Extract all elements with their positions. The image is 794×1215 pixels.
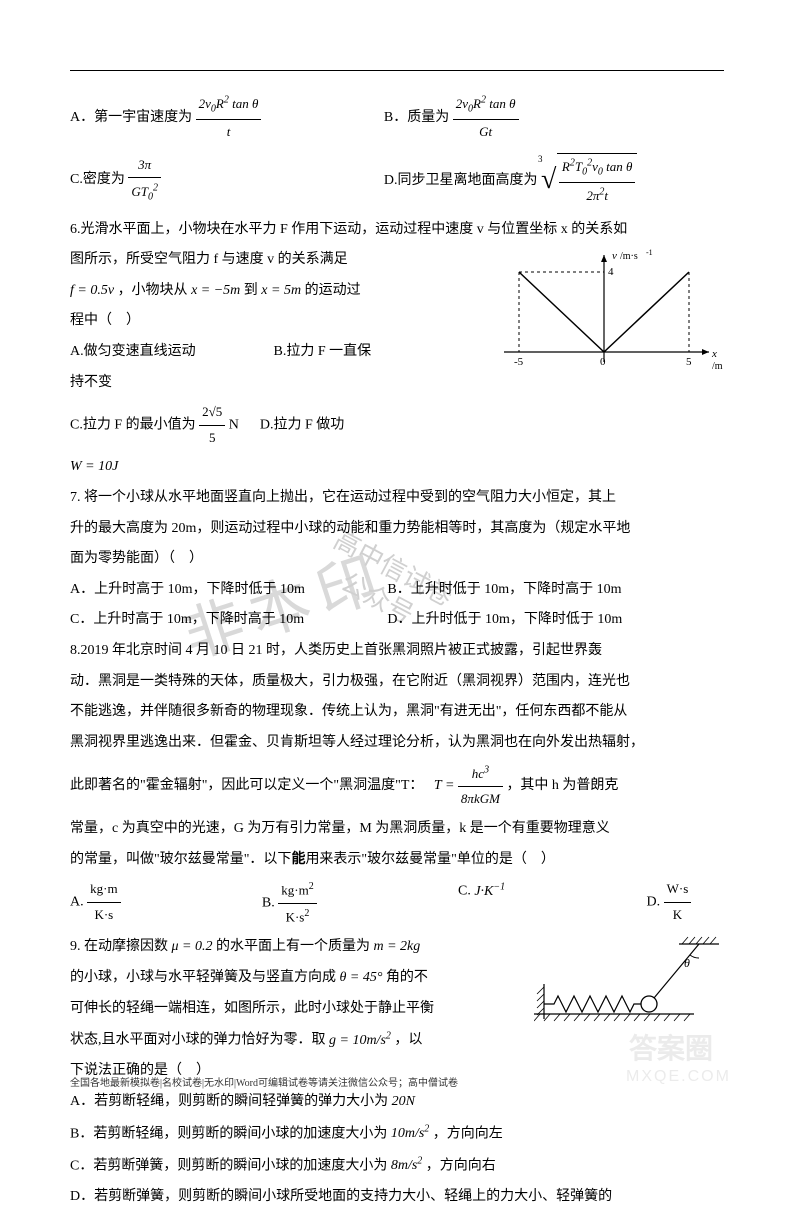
q8-l2: 动．黑洞是一类特殊的天体，质量极大，引力极强，在它附近（黑洞视界）范围内，连光也 [70, 669, 724, 696]
q6-optc-frac: 2√55 [199, 400, 225, 450]
q5d-prefix: D.同步卫星离地面高度为 [384, 173, 538, 188]
q6-optc-suffix: N [229, 418, 239, 433]
q8-D: D. W·sK [646, 877, 691, 930]
q5b-prefix: B．质量为 [384, 110, 449, 125]
svg-text:0: 0 [600, 356, 606, 368]
top-rule [70, 70, 724, 71]
q9-C: C．若剪断弹簧，则剪断的瞬间小球的加速度大小为 8m/s2 ，方向向右 [70, 1152, 724, 1180]
q8-block: 8.2019 年北京时间 4 月 10 日 21 时，人类历史上首张黑洞照片被正… [70, 638, 724, 930]
q7-opts2: C．上升时高于 10m，下降时高于 10m D．上升时低于 10m，下降时低于 … [70, 607, 724, 634]
q8-formula: hc3 8πkGM [458, 760, 503, 812]
q8-l4: 黑洞视界里逃逸出来．但霍金、贝肯斯坦等人经过理论分析，认为黑洞也在向外发出热辐射… [70, 730, 724, 757]
q8-l7a: 的常量，叫做"玻尔兹曼常量"．以下 [70, 852, 291, 867]
q5b-frac: 2v0R2 tan θ Gt [453, 91, 519, 145]
q9-diagram: θ [534, 934, 724, 1034]
q9-A: A．若剪断轻绳，则剪断的瞬间轻弹簧的弹力大小为 20N [70, 1089, 724, 1116]
q7-l1: 7. 将一个小球从水平地面竖直向上抛出，它在运动过程中受到的空气阻力大小恒定，其… [70, 485, 724, 512]
q9-block: θ 9. 在动摩擦因数 μ = [70, 934, 724, 1214]
q7-l3: 面为零势能面）（ ） [70, 546, 724, 573]
q6-opta: A.做匀变速直线运动 [70, 339, 270, 366]
q5-opt-c: C.密度为 3π GT02 [70, 153, 384, 209]
svg-text:θ: θ [684, 956, 690, 970]
q8-l5: 此即著名的"霍金辐射"，因此可以定义一个"黑洞温度"T： T = hc3 8πk… [70, 760, 724, 812]
q5c-prefix: C.密度为 [70, 172, 125, 187]
q7-C: C．上升时高于 10m，下降时高于 10m [70, 607, 384, 634]
q6-cd: C.拉力 F 的最小值为 2√55 N D.拉力 F 做功 [70, 400, 724, 450]
q8-C: C. J·K−1 [458, 877, 505, 930]
q9-B: B．若剪断轻绳，则剪断的瞬间小球的加速度大小为 10m/s2 ，方向向左 [70, 1120, 724, 1148]
q8-bold: 能 [291, 852, 305, 867]
q9-D: D．若剪断弹簧，则剪断的瞬间小球所受地面的支持力大小、轻绳上的力大小、轻弹簧的 [70, 1184, 724, 1211]
q5-options-row1: A．第一宇宙速度为 2v0R2 tan θ t B．质量为 2v0R2 tan … [70, 91, 724, 145]
q5a-frac: 2v0R2 tan θ t [196, 91, 262, 145]
q5-opt-a: A．第一宇宙速度为 2v0R2 tan θ t [70, 91, 384, 145]
q5-options-row2: C.密度为 3π GT02 D.同步卫星离地面高度为 3 √ R2T02v0 t… [70, 153, 724, 209]
q8-B: B. kg·m2K·s2 [262, 877, 317, 930]
svg-text:/m: /m [712, 361, 723, 372]
q5a-prefix: A．第一宇宙速度为 [70, 110, 192, 125]
svg-text:/m·s: /m·s [620, 251, 638, 262]
svg-text:5: 5 [686, 356, 692, 368]
svg-text:-1: -1 [646, 248, 653, 257]
svg-text:v: v [612, 250, 617, 262]
svg-text:-5: -5 [514, 356, 524, 368]
q5-opt-d: D.同步卫星离地面高度为 3 √ R2T02v0 tan θ 2π2t [384, 153, 698, 209]
q6-optc-prefix: C.拉力 F 的最小值为 [70, 418, 199, 433]
q6-optd: D.拉力 F 做功 [260, 418, 344, 433]
q6-optb: B.拉力 F 一直保 [274, 344, 372, 359]
q8-l6: 常量，c 为真空中的光速，G 为万有引力常量，M 为黑洞质量，k 是一个有重要物… [70, 816, 724, 843]
q8-l1: 8.2019 年北京时间 4 月 10 日 21 时，人类历史上首张黑洞照片被正… [70, 638, 724, 665]
q5-opt-b: B．质量为 2v0R2 tan θ Gt [384, 91, 698, 145]
q8-l5a: 此即著名的"霍金辐射"，因此可以定义一个"黑洞温度"T： [70, 779, 430, 794]
q8-l3: 不能逃逸，并伴随很多新奇的物理现象．传统上认为，黑洞"有进无出"，任何东西都不能… [70, 699, 724, 726]
q7-block: 7. 将一个小球从水平地面竖直向上抛出，它在运动过程中受到的空气阻力大小恒定，其… [70, 485, 724, 634]
q7-D: D．上升时低于 10m，下降时低于 10m [387, 607, 701, 634]
q8-A: A. kg·mK·s [70, 877, 121, 930]
q6-line1: 6.光滑水平面上，小物块在水平力 F 作用下运动，运动过程中速度 v 与位置坐标… [70, 217, 724, 244]
svg-text:x: x [711, 348, 717, 360]
q9-l5: 下说法正确的是（ ） [70, 1058, 724, 1085]
q8-l7: 的常量，叫做"玻尔兹曼常量"．以下能用来表示"玻尔兹曼常量"单位的是（ ） [70, 847, 724, 874]
cube-root: 3 √ R2T02v0 tan θ 2π2t [541, 153, 637, 209]
q6-W: W = 10J [70, 454, 724, 481]
q7-B: B．上升时低于 10m，下降时高于 10m [387, 577, 701, 604]
q7-l2: 升的最大高度为 20m，则运动过程中小球的动能和重力势能相等时，其高度为（规定水… [70, 516, 724, 543]
q5c-frac: 3π GT02 [128, 153, 161, 207]
q7-opts1: A．上升时高于 10m，下降时低于 10m B．上升时低于 10m，下降时高于 … [70, 577, 724, 604]
q8-opts: A. kg·mK·s B. kg·m2K·s2 C. J·K−1 D. W·sK [70, 877, 691, 930]
q8-l5b: ，其中 h 为普朗克 [506, 779, 618, 794]
svg-text:4: 4 [608, 266, 614, 278]
q6-chart: x /m v /m·s -1 -5 0 5 4 [494, 247, 724, 377]
q7-A: A．上升时高于 10m，下降时低于 10m [70, 577, 384, 604]
q8-l7b: 用来表示"玻尔兹曼常量"单位的是（ ） [305, 852, 554, 867]
q6-block: 6.光滑水平面上，小物块在水平力 F 作用下运动，运动过程中速度 v 与位置坐标… [70, 217, 724, 486]
